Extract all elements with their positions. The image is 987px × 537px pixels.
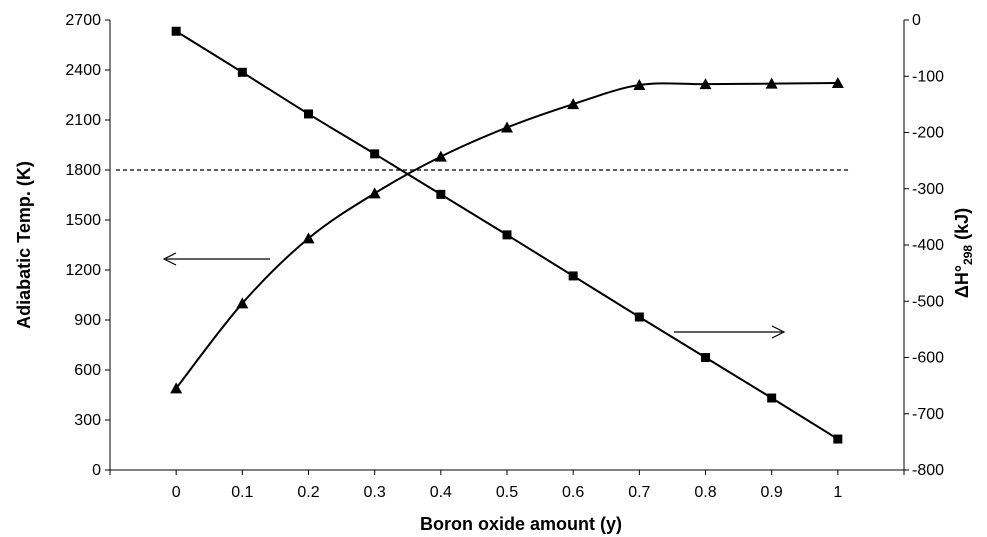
triangle-marker xyxy=(434,150,447,162)
right-y-axis-title-subscript: 298 xyxy=(961,245,975,265)
x-tick-label: 0.6 xyxy=(562,484,584,501)
right-y-tick-label: -400 xyxy=(912,237,944,254)
series xyxy=(170,26,844,444)
x-tick-label: 0 xyxy=(172,484,181,501)
square-marker xyxy=(370,149,380,159)
square-marker xyxy=(568,271,578,281)
triangle-marker xyxy=(633,79,646,90)
left-y-tick-label: 1200 xyxy=(65,262,101,279)
square-marker xyxy=(502,230,512,240)
triangle-marker xyxy=(699,78,712,90)
left-y-tick-label: 900 xyxy=(74,312,101,329)
left-y-tick-label: 0 xyxy=(92,462,101,479)
square-marker xyxy=(304,109,313,119)
left-y-tick-label: 300 xyxy=(74,412,101,429)
x-tick-label: 0.3 xyxy=(364,484,386,501)
axes: 0 300 600 900 1200 1500 1800 2100 2400 2700 -800 -7… xyxy=(65,12,944,501)
triangle-marker xyxy=(765,77,778,89)
triangle-marker xyxy=(170,382,183,394)
x-tick-label: 1 xyxy=(833,484,842,501)
triangle-marker xyxy=(236,297,249,309)
right-y-tick-label: 0 xyxy=(912,12,921,29)
triangle-marker xyxy=(567,98,580,110)
x-tick-label: 0.1 xyxy=(231,484,253,501)
triangle-marker xyxy=(302,232,315,244)
right-arrow xyxy=(674,325,786,339)
right-y-tick-label: -800 xyxy=(912,462,944,479)
x-tick-label: 0.9 xyxy=(761,484,783,501)
right-arrow-head xyxy=(771,325,786,339)
x-tick-label: 0.5 xyxy=(496,484,518,501)
triangle-marker xyxy=(368,187,381,199)
left-y-axis-title: Adiabatic Temp. (K) xyxy=(14,161,34,329)
right-y-tick-label: -700 xyxy=(912,406,944,423)
left-arrow xyxy=(162,252,270,266)
x-tick-label: 0.4 xyxy=(430,484,452,501)
right-y-tick-label: -600 xyxy=(912,350,944,367)
right-y-tick-label: -100 xyxy=(912,68,944,85)
right-y-tick-label: -200 xyxy=(912,125,944,142)
right-y-tick-label: -300 xyxy=(912,181,944,198)
x-tick-label: 0.2 xyxy=(297,484,319,501)
x-tick-label: 0.7 xyxy=(628,484,650,501)
square-marker xyxy=(767,393,777,403)
triangle-marker xyxy=(831,77,844,88)
square-marker xyxy=(436,189,446,199)
left-y-tick-label: 2100 xyxy=(65,112,101,129)
left-y-tick-label: 600 xyxy=(74,362,101,379)
left-y-tick-label: 1500 xyxy=(65,212,101,229)
triangle-marker xyxy=(501,121,513,133)
square-marker xyxy=(833,434,843,444)
square-marker xyxy=(237,67,247,77)
left-arrow-head xyxy=(162,252,177,266)
right-y-axis-title: ΔH°298 (kJ) xyxy=(952,208,975,298)
right-y-tick-label: -500 xyxy=(912,293,944,310)
square-marker xyxy=(634,312,644,322)
annotations xyxy=(162,252,786,339)
x-axis-title: Boron oxide amount (y) xyxy=(420,514,622,534)
square-marker xyxy=(171,26,181,36)
right-y-axis-title-main: ΔH° xyxy=(952,265,972,298)
left-y-tick-label: 2400 xyxy=(65,62,101,79)
right-y-axis-title-unit: (kJ) xyxy=(952,208,972,245)
square-marker xyxy=(701,353,710,362)
left-y-tick-label: 1800 xyxy=(65,162,101,179)
left-y-tick-label: 2700 xyxy=(65,12,101,29)
x-tick-label: 0.8 xyxy=(694,484,716,501)
